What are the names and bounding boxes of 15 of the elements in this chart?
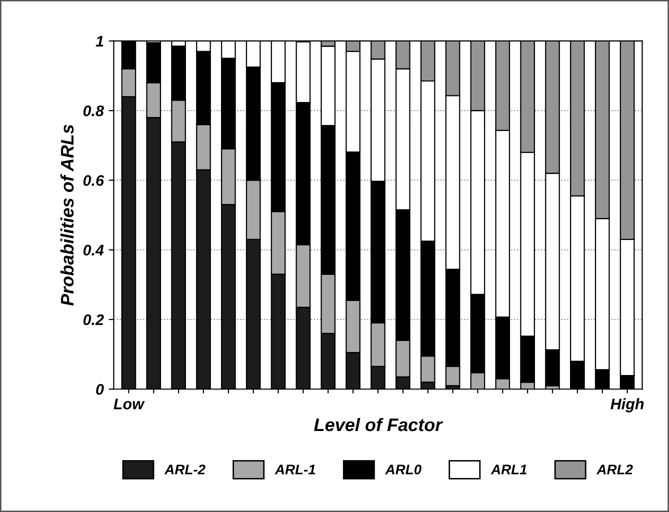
x-tick-label: Low <box>114 398 145 410</box>
legend-label: ARL0 <box>385 464 422 474</box>
y-tick-label: 0.4 <box>83 244 104 256</box>
x-tick-label: High <box>610 398 644 412</box>
y-axis-title: Probabilities of ARLs <box>60 124 74 306</box>
legend-label: ARL1 <box>490 464 527 474</box>
y-tick-label: 0.8 <box>83 105 104 116</box>
legend-label: ARL2 <box>596 464 633 474</box>
x-axis-title: Level of Factor <box>314 418 444 432</box>
y-tick-label: 0.2 <box>83 314 104 326</box>
y-tick-label: 0 <box>96 384 104 395</box>
y-tick-label: 1 <box>96 36 104 46</box>
y-tick-label: 0.6 <box>83 175 104 186</box>
legend-label: ARL-2 <box>164 464 206 474</box>
legend-label: ARL-1 <box>274 464 316 474</box>
